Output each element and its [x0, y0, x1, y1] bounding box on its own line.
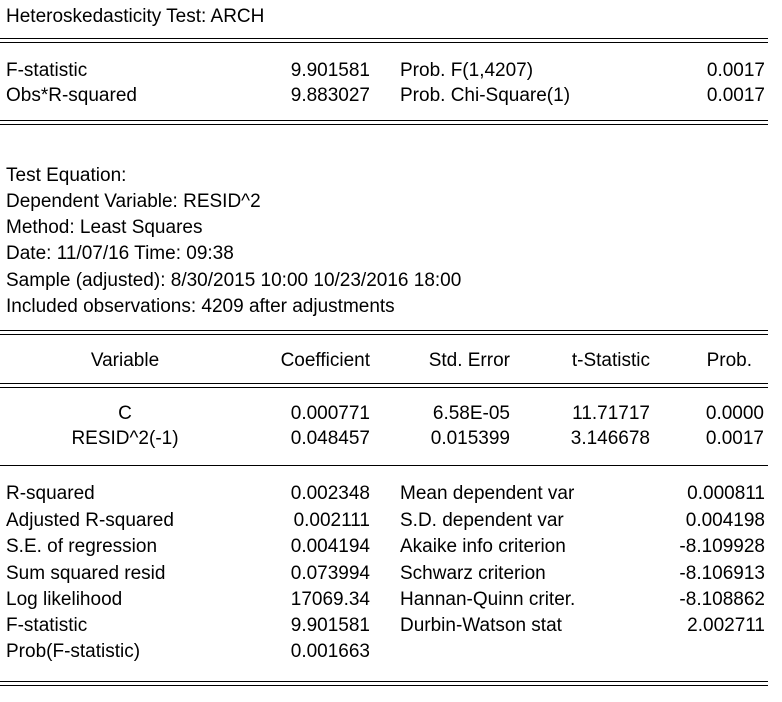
summary-label: S.E. of regression — [6, 536, 158, 557]
info-line: Test Equation: — [6, 165, 127, 186]
double-rule — [0, 38, 768, 43]
summary-label: Mean dependent var — [400, 483, 575, 504]
info-line: Dependent Variable: RESID^2 — [6, 191, 261, 212]
col-header-std-error: Std. Error — [428, 350, 510, 371]
summary-label: Log likelihood — [6, 589, 123, 610]
summary-value: -8.109928 — [679, 536, 765, 557]
summary-value: 0.001663 — [290, 641, 370, 662]
summary-value: -8.106913 — [679, 563, 765, 584]
coef-variable: RESID^2(-1) — [71, 428, 179, 449]
stat-value: 9.901581 — [290, 60, 370, 81]
summary-label: Hannan-Quinn criter. — [400, 589, 576, 610]
double-rule — [0, 330, 768, 335]
coef-value: 0.000771 — [290, 403, 370, 424]
info-line: Sample (adjusted): 8/30/2015 10:00 10/23… — [6, 270, 462, 291]
info-line: Date: 11/07/16 Time: 09:38 — [6, 243, 234, 264]
coef-variable: C — [118, 403, 132, 424]
summary-value: 9.901581 — [290, 615, 370, 636]
summary-label: Sum squared resid — [6, 563, 166, 584]
summary-value: 0.002111 — [293, 510, 370, 531]
stat-label: F-statistic — [6, 60, 88, 81]
prob-value: 0.0017 — [705, 428, 764, 449]
summary-label: F-statistic — [6, 615, 88, 636]
info-line: Included observations: 4209 after adjust… — [6, 296, 395, 317]
summary-label: Schwarz criterion — [400, 563, 546, 584]
summary-label: S.D. dependent var — [400, 510, 564, 531]
t-stat-value: 3.146678 — [570, 428, 650, 449]
prob-label: Prob. Chi-Square(1) — [400, 85, 571, 106]
summary-label: Durbin-Watson stat — [400, 615, 562, 636]
summary-label: R-squared — [6, 483, 95, 504]
summary-value: 17069.34 — [290, 589, 370, 610]
std-error-value: 6.58E-05 — [432, 403, 510, 424]
prob-value: 0.0000 — [705, 403, 764, 424]
prob-label: Prob. F(1,4207) — [400, 60, 534, 81]
test-title: Heteroskedasticity Test: ARCH — [6, 6, 265, 27]
coef-value: 0.048457 — [290, 428, 370, 449]
summary-value: 0.004198 — [685, 510, 765, 531]
col-header-t-statistic: t-Statistic — [571, 350, 650, 371]
std-error-value: 0.015399 — [430, 428, 510, 449]
single-rule — [0, 465, 768, 466]
summary-value: 2.002711 — [687, 615, 765, 636]
double-rule — [0, 383, 768, 388]
stat-value: 9.883027 — [290, 85, 370, 106]
prob-value: 0.0017 — [706, 85, 765, 106]
info-line: Method: Least Squares — [6, 217, 203, 238]
col-header-variable: Variable — [90, 350, 160, 371]
col-header-prob: Prob. — [706, 350, 752, 371]
summary-value: 0.073994 — [290, 563, 370, 584]
summary-value: -8.108862 — [679, 589, 765, 610]
summary-value: 0.000811 — [687, 483, 765, 504]
summary-label: Adjusted R-squared — [6, 510, 174, 531]
col-header-coefficient: Coefficient — [280, 350, 370, 371]
summary-value: 0.004194 — [290, 536, 370, 557]
summary-value: 0.002348 — [290, 483, 370, 504]
stat-label: Obs*R-squared — [6, 85, 137, 106]
t-stat-value: 11.71717 — [572, 403, 650, 424]
summary-label: Akaike info criterion — [400, 536, 566, 557]
double-rule — [0, 120, 768, 125]
prob-value: 0.0017 — [706, 60, 765, 81]
double-rule — [0, 681, 768, 686]
summary-label: Prob(F-statistic) — [6, 641, 141, 662]
